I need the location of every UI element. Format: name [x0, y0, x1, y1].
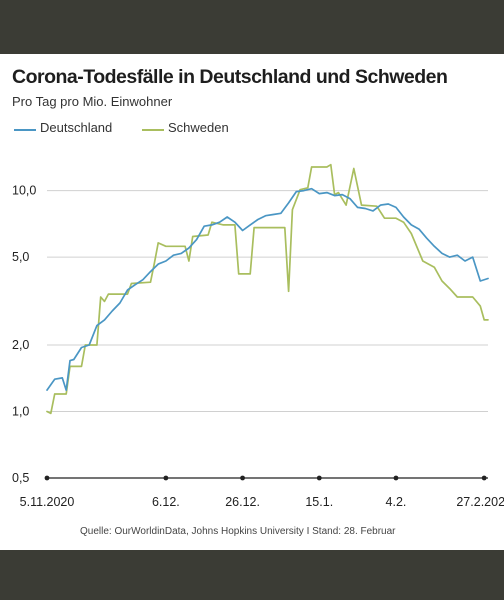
- x-tick-dot: [44, 475, 50, 481]
- x-tick-dot: [316, 475, 322, 481]
- chart-subtitle: Pro Tag pro Mio. Einwohner: [12, 94, 173, 109]
- x-tick-dot: [481, 475, 487, 481]
- x-tick-label: 27.2.2021: [456, 495, 504, 509]
- legend-label-schweden: Schweden: [168, 120, 229, 135]
- x-tick-dot: [393, 475, 399, 481]
- y-tick-label: 0,5: [12, 471, 29, 485]
- x-tick-dot: [163, 475, 169, 481]
- x-tick-dot: [240, 475, 245, 481]
- x-tick-label: 4.2.: [386, 495, 407, 509]
- line-chart: 0,5 1,0 2,0 5,0 10,0 5.11.2020 6.12. 26.12. 15.1…: [12, 163, 504, 509]
- chart-card: Corona-Todesfälle in Deutschland und Sch…: [0, 54, 504, 550]
- x-tick-label: 26.12.: [225, 495, 260, 509]
- series-line-schweden: [46, 163, 489, 415]
- y-tick-label: 1,0: [12, 405, 29, 419]
- x-tick-label: 6.12.: [152, 495, 180, 509]
- legend-line-schweden: [142, 129, 164, 131]
- series-line-deutschland: [46, 187, 489, 391]
- x-tick-label: 15.1.: [305, 495, 333, 509]
- source-note: Quelle: OurWorldinData, Johns Hopkins Un…: [80, 526, 396, 537]
- y-tick-label: 2,0: [12, 338, 29, 352]
- x-tick-label: 5.11.2020: [20, 495, 75, 509]
- chart-title: Corona-Todesfälle in Deutschland und Sch…: [12, 66, 448, 88]
- legend-label-deutschland: Deutschland: [40, 120, 113, 135]
- legend-line-deutschland: [14, 129, 36, 131]
- y-tick-label: 10,0: [12, 184, 36, 198]
- y-tick-label: 5,0: [12, 250, 29, 264]
